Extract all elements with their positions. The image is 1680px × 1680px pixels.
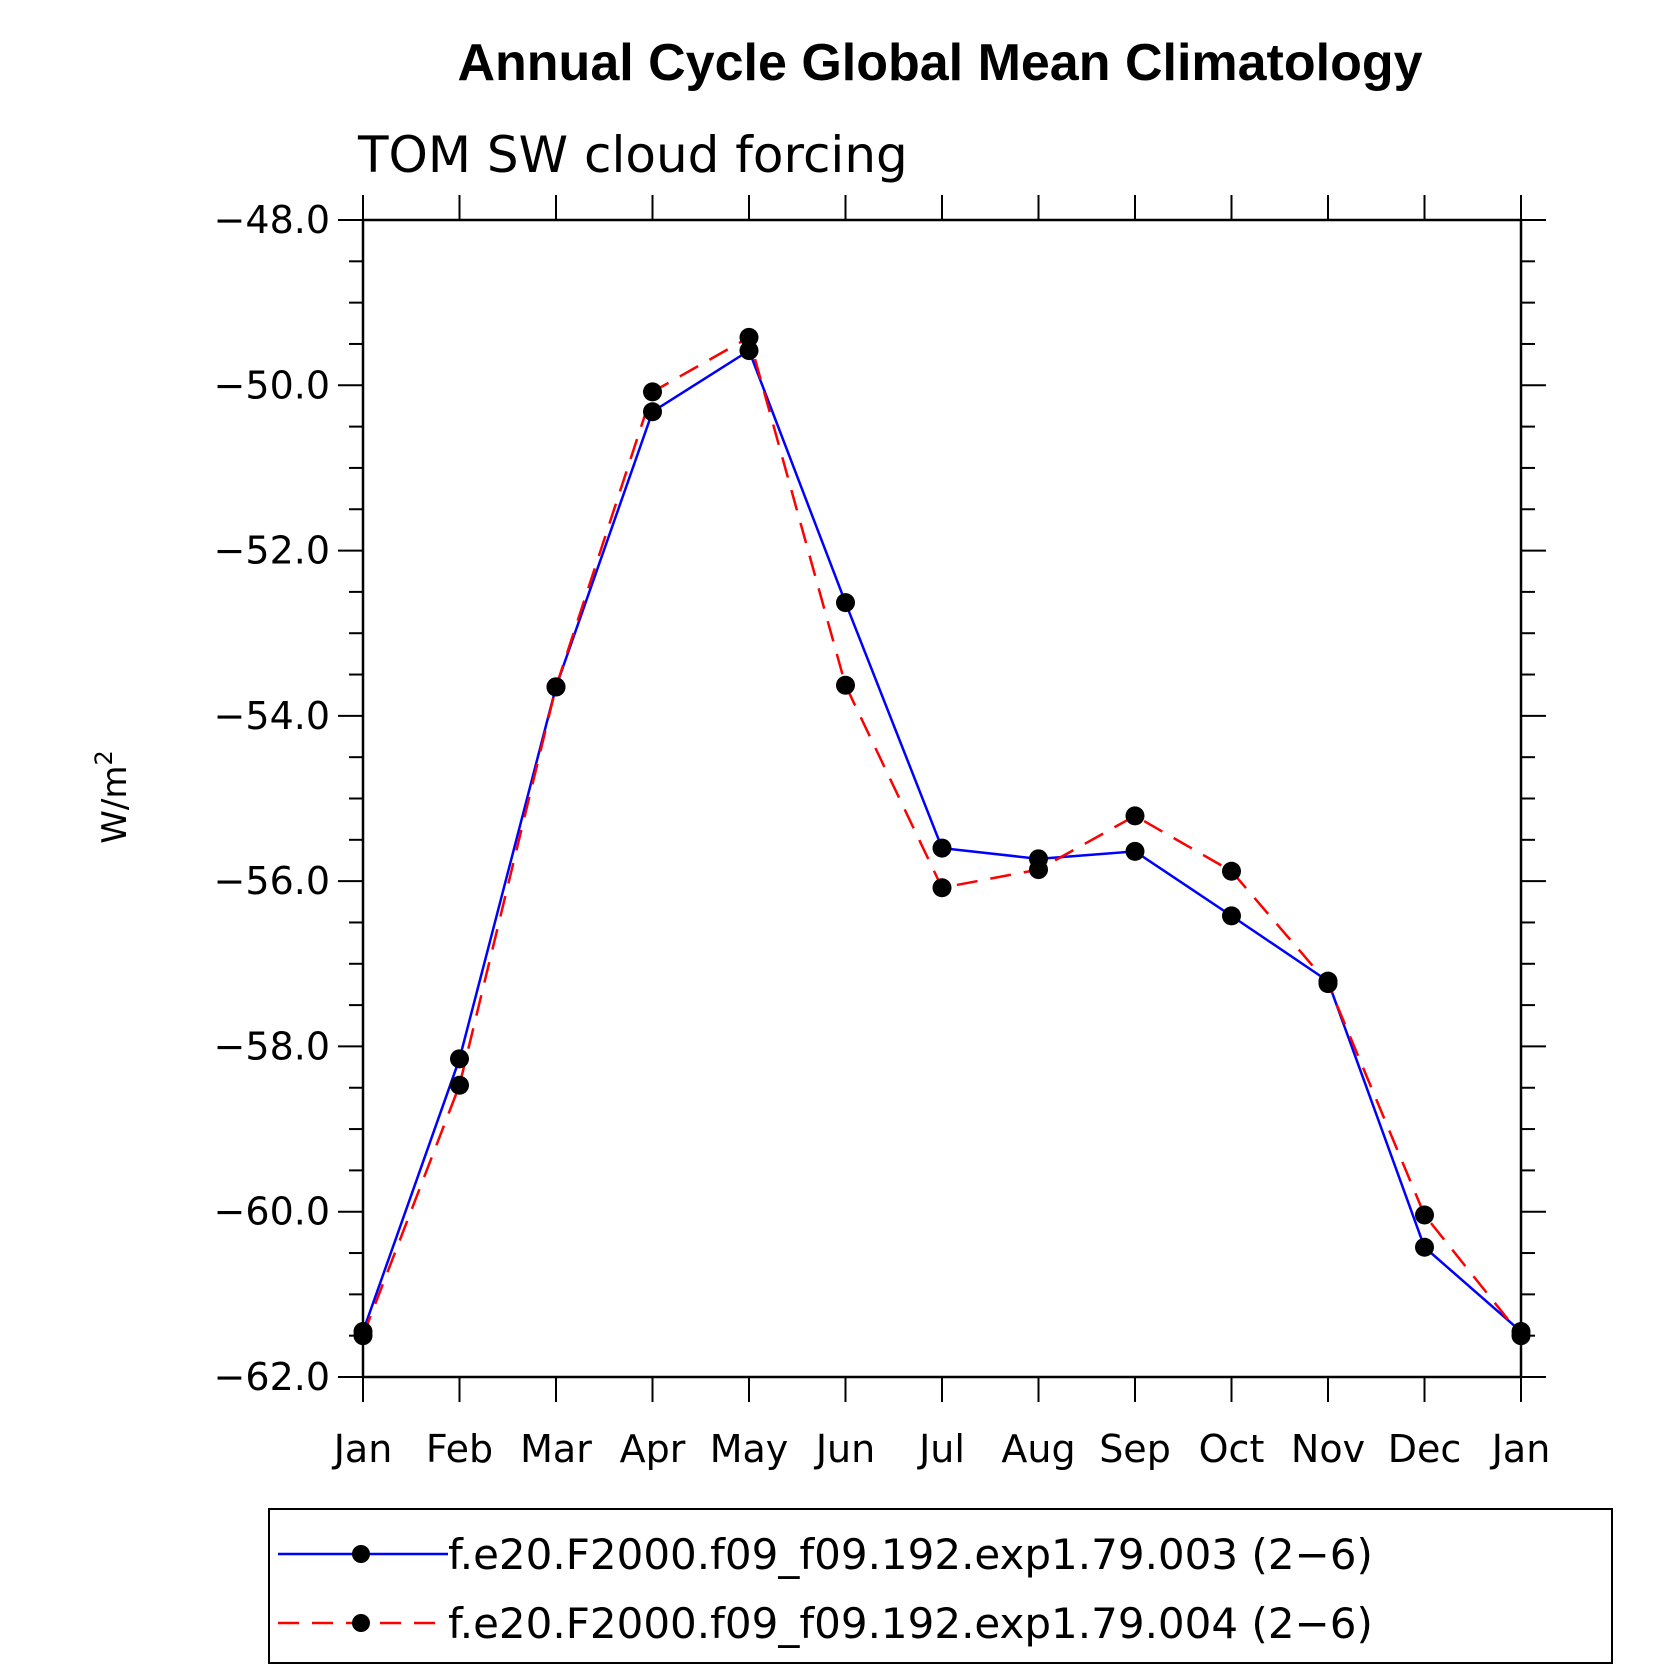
data-point-series-2 (1029, 860, 1048, 880)
plot-frame (361, 218, 1523, 1379)
data-point-series-2 (643, 382, 662, 402)
chart-subtitle: TOM SW cloud forcing (357, 126, 908, 184)
x-tick-label: May (710, 1427, 789, 1471)
series-layer (353, 327, 1531, 1346)
data-point-series-1 (643, 402, 662, 422)
data-point-series-2 (1318, 974, 1338, 994)
x-tick-label: Dec (1388, 1427, 1462, 1471)
data-point-series-1 (836, 593, 855, 613)
x-tick-label: Jan (332, 1427, 393, 1471)
data-point-series-2 (1222, 861, 1241, 881)
x-tick-label: Jul (917, 1427, 965, 1471)
x-tick-label: Jun (814, 1427, 875, 1471)
data-point-series-2 (353, 1326, 373, 1346)
y-tick-label: −58.0 (214, 1024, 330, 1068)
data-point-series-1 (1125, 841, 1145, 861)
data-point-series-2 (739, 327, 759, 347)
y-tick-label: −48.0 (214, 198, 330, 242)
y-tick-label: −50.0 (214, 363, 330, 407)
x-tick-label: Nov (1291, 1427, 1365, 1471)
y-tick-label: −60.0 (214, 1190, 330, 1234)
plot-axes: −48.0 −50.0 −52.0 −54.0 −56.0 −58.0 −60.0 −62.0… (214, 195, 1551, 1471)
y-tick-label: −56.0 (214, 859, 330, 903)
data-point-series-1 (1222, 906, 1241, 926)
series-line-2 (361, 335, 1522, 1337)
legend: f.e20.F2000.f09_f09.192.exp1.79.003 (2−6… (268, 1508, 1613, 1664)
data-point-series-2 (1125, 806, 1145, 826)
data-point-series-1 (1415, 1237, 1434, 1257)
y-tick-label: −62.0 (214, 1355, 330, 1399)
legend-marker-series-1 (352, 1545, 370, 1563)
legend-label-series-1: f.e20.F2000.f09_f09.192.exp1.79.003 (2−6… (448, 1530, 1373, 1579)
x-tick-label: Jan (1490, 1427, 1551, 1471)
y-tick-label: −54.0 (214, 694, 330, 738)
legend-label-series-2: f.e20.F2000.f09_f09.192.exp1.79.004 (2−6… (448, 1599, 1373, 1648)
y-axis-label-superscript: 2 (90, 750, 118, 765)
legend-marker-series-2 (352, 1614, 370, 1632)
legend-box (268, 1508, 1613, 1664)
x-tick-label: Aug (1001, 1427, 1075, 1471)
x-tick-label: Oct (1199, 1427, 1265, 1471)
data-point-series-1 (739, 341, 759, 361)
x-tick-label: Sep (1099, 1427, 1171, 1471)
data-point-series-1 (932, 838, 952, 858)
x-tick-label: Feb (426, 1427, 493, 1471)
y-axis-label-text: W/m (95, 766, 135, 844)
data-point-series-2 (450, 1075, 469, 1095)
data-point-series-2 (932, 878, 952, 898)
data-point-series-2 (1415, 1205, 1434, 1225)
data-point-series-2 (546, 677, 566, 697)
chart-title: Annual Cycle Global Mean Climatology (457, 34, 1422, 92)
x-tick-label: Apr (620, 1427, 686, 1471)
data-point-series-2 (1511, 1326, 1531, 1346)
data-point-series-2 (836, 675, 855, 695)
data-point-series-1 (450, 1049, 469, 1069)
y-tick-label: −52.0 (214, 529, 330, 573)
y-axis-label: W/m2 (90, 750, 135, 843)
x-tick-label: Mar (520, 1427, 592, 1471)
